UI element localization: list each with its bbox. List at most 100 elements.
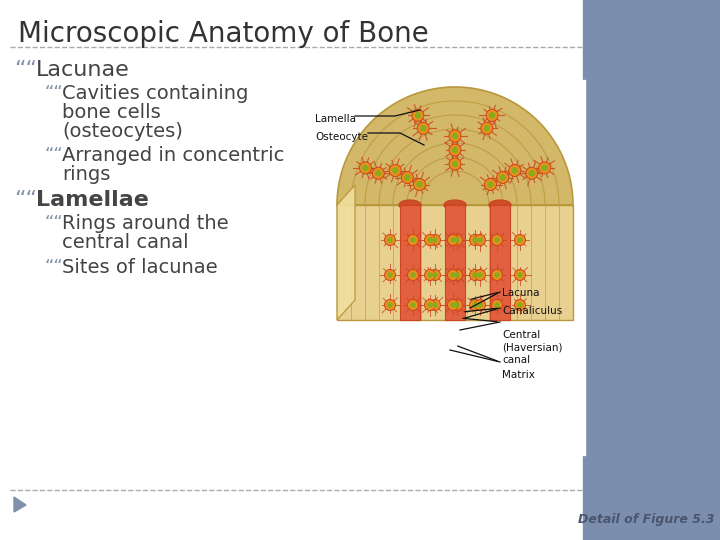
Circle shape bbox=[515, 269, 526, 280]
Circle shape bbox=[428, 303, 432, 307]
Circle shape bbox=[451, 303, 455, 307]
Circle shape bbox=[415, 113, 420, 118]
Circle shape bbox=[455, 273, 459, 277]
Bar bbox=[400, 205, 420, 320]
Text: ““: ““ bbox=[44, 84, 63, 102]
Circle shape bbox=[495, 238, 499, 242]
Circle shape bbox=[451, 273, 455, 277]
Text: Osteocyte: Osteocyte bbox=[315, 132, 368, 142]
Ellipse shape bbox=[399, 200, 421, 210]
Circle shape bbox=[408, 269, 418, 280]
Circle shape bbox=[478, 238, 482, 242]
Circle shape bbox=[481, 123, 492, 134]
Text: Sites of lacunae: Sites of lacunae bbox=[62, 258, 217, 277]
Circle shape bbox=[469, 234, 480, 246]
Circle shape bbox=[408, 300, 418, 310]
Circle shape bbox=[384, 234, 395, 246]
Circle shape bbox=[469, 300, 480, 310]
Circle shape bbox=[412, 110, 424, 122]
Circle shape bbox=[474, 234, 485, 246]
Circle shape bbox=[376, 171, 381, 176]
Circle shape bbox=[473, 273, 477, 277]
Text: ““: ““ bbox=[14, 60, 37, 80]
Circle shape bbox=[388, 273, 392, 277]
Circle shape bbox=[448, 234, 459, 246]
Circle shape bbox=[411, 273, 415, 277]
Circle shape bbox=[390, 165, 401, 177]
Circle shape bbox=[433, 273, 437, 277]
Circle shape bbox=[359, 162, 372, 174]
Circle shape bbox=[408, 234, 418, 246]
Circle shape bbox=[451, 234, 462, 246]
Circle shape bbox=[411, 238, 415, 242]
Text: Cavities containing: Cavities containing bbox=[62, 84, 248, 103]
Circle shape bbox=[492, 234, 503, 246]
Bar bbox=[295, 80, 585, 455]
Circle shape bbox=[492, 300, 503, 310]
Circle shape bbox=[448, 300, 459, 310]
Bar bbox=[583, 0, 720, 540]
Circle shape bbox=[449, 144, 461, 156]
Bar bbox=[490, 205, 510, 320]
Circle shape bbox=[485, 179, 497, 191]
Circle shape bbox=[452, 147, 457, 152]
Circle shape bbox=[405, 175, 410, 180]
Circle shape bbox=[529, 171, 534, 176]
Circle shape bbox=[384, 300, 395, 310]
Circle shape bbox=[518, 238, 522, 242]
Circle shape bbox=[449, 130, 461, 142]
Circle shape bbox=[478, 273, 482, 277]
Text: ““: ““ bbox=[14, 190, 37, 210]
Ellipse shape bbox=[444, 200, 466, 210]
Circle shape bbox=[490, 113, 495, 118]
Circle shape bbox=[478, 303, 482, 307]
Text: bone cells: bone cells bbox=[62, 103, 161, 122]
Circle shape bbox=[473, 238, 477, 242]
Text: ““: ““ bbox=[44, 146, 63, 164]
Circle shape bbox=[452, 161, 457, 166]
Text: Detail of Figure 5.3: Detail of Figure 5.3 bbox=[578, 513, 715, 526]
Circle shape bbox=[542, 165, 547, 171]
Circle shape bbox=[425, 234, 436, 246]
Polygon shape bbox=[337, 185, 355, 320]
Circle shape bbox=[495, 273, 499, 277]
Circle shape bbox=[451, 269, 462, 280]
Circle shape bbox=[384, 269, 395, 280]
Text: central canal: central canal bbox=[62, 233, 189, 252]
Text: Microscopic Anatomy of Bone: Microscopic Anatomy of Bone bbox=[18, 20, 428, 48]
Text: ““: ““ bbox=[44, 214, 63, 232]
Circle shape bbox=[500, 175, 505, 180]
Circle shape bbox=[363, 165, 368, 171]
Text: (osteocytes): (osteocytes) bbox=[62, 122, 183, 141]
Circle shape bbox=[428, 238, 432, 242]
Circle shape bbox=[392, 168, 397, 173]
Text: Rings around the: Rings around the bbox=[62, 214, 229, 233]
Text: Lamella: Lamella bbox=[315, 114, 356, 124]
Polygon shape bbox=[14, 497, 26, 512]
Circle shape bbox=[488, 182, 493, 187]
Circle shape bbox=[425, 300, 436, 310]
Circle shape bbox=[433, 303, 437, 307]
Circle shape bbox=[401, 172, 413, 184]
Circle shape bbox=[388, 303, 392, 307]
Circle shape bbox=[512, 168, 517, 173]
Circle shape bbox=[497, 172, 508, 184]
Circle shape bbox=[425, 269, 436, 280]
Circle shape bbox=[433, 238, 437, 242]
Text: Central
(Haversian)
canal: Central (Haversian) canal bbox=[502, 330, 562, 365]
Circle shape bbox=[448, 269, 459, 280]
Circle shape bbox=[413, 179, 426, 191]
Text: ““: ““ bbox=[44, 258, 63, 276]
Circle shape bbox=[515, 234, 526, 246]
Circle shape bbox=[526, 167, 538, 179]
Text: Arranged in concentric: Arranged in concentric bbox=[62, 146, 284, 165]
Circle shape bbox=[486, 110, 498, 122]
Circle shape bbox=[474, 269, 485, 280]
Circle shape bbox=[492, 269, 503, 280]
Circle shape bbox=[430, 234, 441, 246]
Circle shape bbox=[428, 273, 432, 277]
Circle shape bbox=[430, 300, 441, 310]
Circle shape bbox=[539, 162, 551, 174]
Circle shape bbox=[455, 238, 459, 242]
Circle shape bbox=[473, 303, 477, 307]
